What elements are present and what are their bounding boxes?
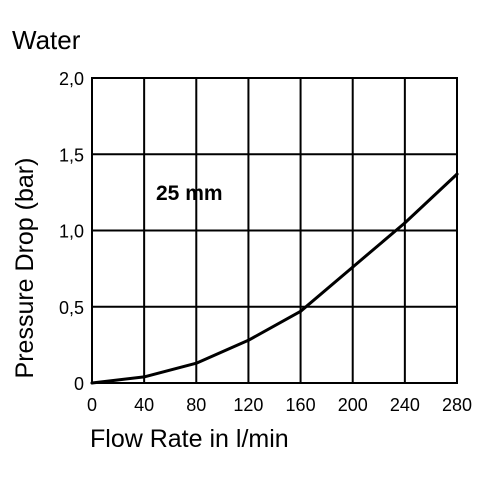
x-tick-label: 280 [442, 395, 472, 415]
x-tick-label: 240 [390, 395, 420, 415]
data-point [142, 375, 146, 379]
y-tick-label: 0,5 [59, 298, 84, 318]
x-tick-label: 160 [286, 395, 316, 415]
x-tick-label: 0 [87, 395, 97, 415]
tick-labels: 0 40 80 120 160 200 240 280 0 0,5 1,0 1,5 2,0 [59, 69, 472, 415]
y-tick-label: 2,0 [59, 69, 84, 89]
data-point [299, 309, 303, 313]
data-point [403, 221, 407, 225]
grid [91, 77, 458, 384]
annotation-label: 25 mm [156, 182, 223, 205]
y-axis-label: Pressure Drop (bar) [11, 158, 39, 379]
series-line [90, 172, 459, 385]
x-tick-label: 120 [233, 395, 263, 415]
x-tick-label: 80 [186, 395, 206, 415]
data-point [194, 361, 198, 365]
data-point [351, 265, 355, 269]
x-tick-label: 40 [134, 395, 154, 415]
y-tick-label: 1,0 [59, 222, 84, 242]
data-point [90, 381, 94, 385]
x-tick-label: 200 [338, 395, 368, 415]
data-points [90, 172, 459, 385]
y-tick-label: 0 [74, 374, 84, 394]
y-tick-label: 1,5 [59, 145, 84, 165]
chart-title: Water [12, 25, 81, 55]
data-point [246, 338, 250, 342]
x-axis-label: Flow Rate in l/min [90, 425, 289, 453]
plot-frame [91, 77, 458, 384]
data-point [455, 172, 459, 176]
